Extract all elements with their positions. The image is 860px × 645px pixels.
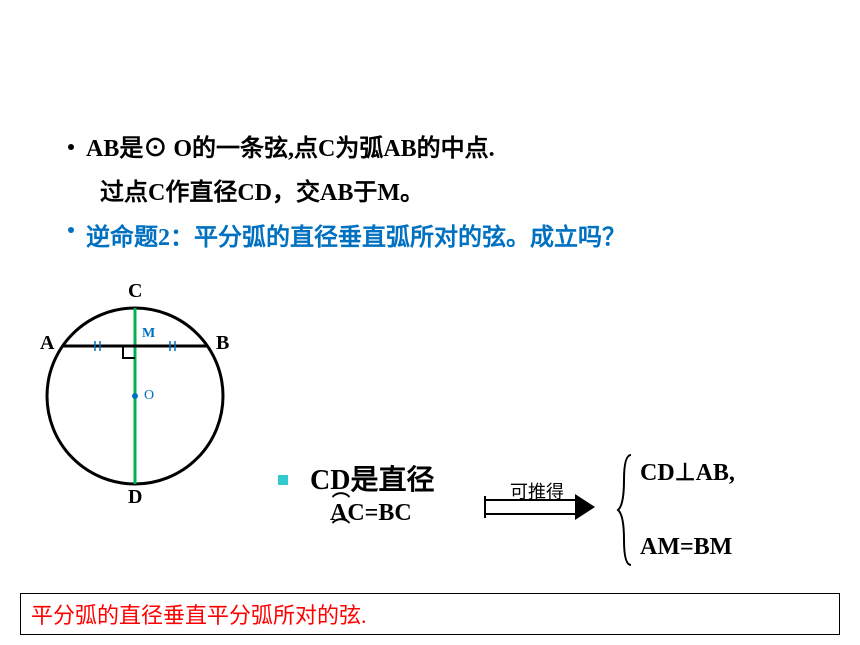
brace-icon	[616, 450, 636, 570]
theorem-text: 平分弧的直径垂直平分弧所对的弦.	[31, 603, 367, 628]
premise-line-1: AB是⊙ O的一条弦,点C为弧AB的中点.	[86, 130, 495, 168]
label-m: M	[142, 326, 155, 342]
label-a: A	[40, 332, 54, 355]
result-mid: AM=BM	[640, 534, 732, 561]
proposition-line: 逆命题2：平分弧的直径垂直弧所对的弦。成立吗？	[86, 219, 626, 257]
label-o: O	[144, 388, 154, 404]
circle-diagram: C A B D O M	[20, 276, 250, 526]
label-d: D	[128, 486, 142, 509]
implies-arrow-icon	[480, 490, 600, 524]
bullet-2	[68, 227, 74, 233]
result-perp: CD⊥AB,	[640, 458, 735, 487]
right-angle-mark	[123, 346, 135, 358]
bullet-1	[68, 144, 74, 150]
label-c: C	[128, 280, 142, 303]
premise-line-2: 过点C作直径CD，交AB于M。	[100, 174, 860, 212]
square-bullet-icon	[278, 475, 288, 485]
theorem-box: 平分弧的直径垂直平分弧所对的弦.	[20, 593, 840, 635]
label-b: B	[216, 332, 229, 355]
given-arcs: ⌒ ⌒ AC=BC	[330, 500, 412, 527]
arc-symbols: ⌒ ⌒	[332, 488, 412, 540]
center-point	[132, 393, 138, 399]
